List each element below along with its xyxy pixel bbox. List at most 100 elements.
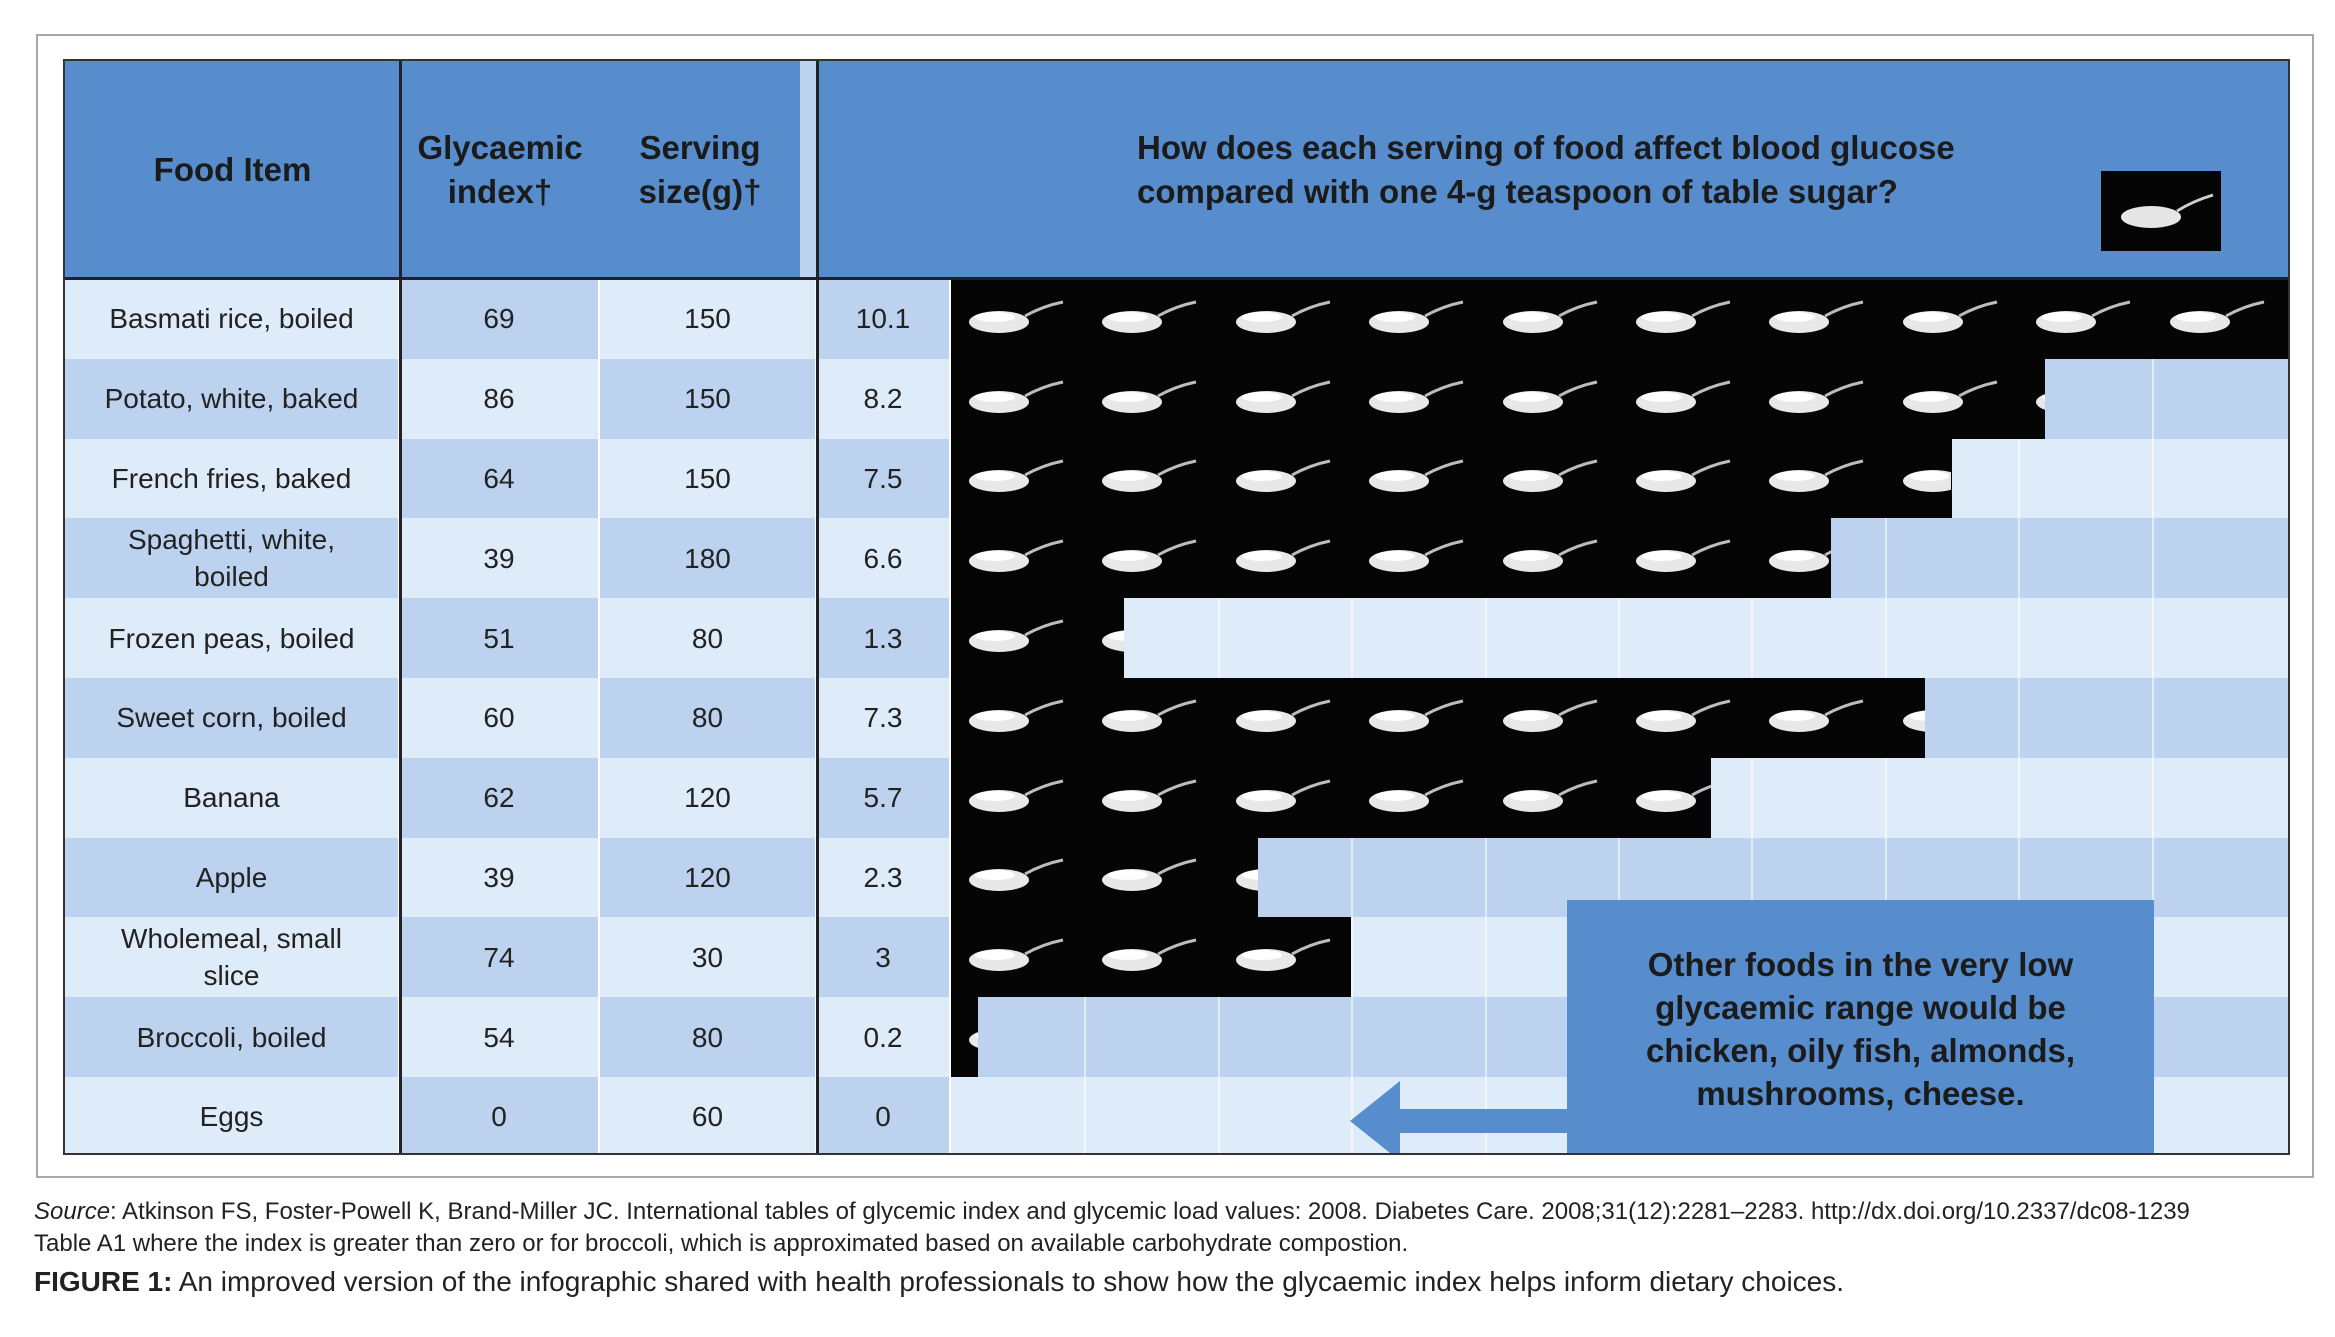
teaspoon-of-sugar-icon <box>1636 300 1731 333</box>
teaspoon-of-sugar-icon <box>1235 869 1258 892</box>
grid-line <box>2018 757 2021 838</box>
teaspoon-of-sugar-icon <box>969 938 1064 972</box>
serving-size-cell: 150 <box>600 358 817 439</box>
cell-text: 180 <box>684 542 731 574</box>
cell-text: 120 <box>684 861 731 893</box>
arrow-left-icon <box>1350 1081 1580 1153</box>
grid-line <box>1217 997 1220 1077</box>
grid-line <box>1217 598 1220 678</box>
teaspoon-of-sugar-icon <box>1102 859 1197 892</box>
note-box: Other foods in the very low glycaemic ra… <box>1567 900 2154 1153</box>
cell-text: 30 <box>691 941 724 973</box>
grid-line <box>2018 438 2021 519</box>
food-item-cell: Spaghetti, white, boiled <box>65 518 400 599</box>
cell-text: 120 <box>684 782 731 814</box>
serving-size-cell: 80 <box>600 997 817 1077</box>
teaspoon-of-sugar-icon <box>1502 460 1597 493</box>
divider-food <box>399 61 402 1153</box>
bar-track <box>951 598 2288 678</box>
cell-text: Frozen peas, boiled <box>108 622 355 654</box>
cell-text: 10.1 <box>855 303 911 335</box>
cell-text: 150 <box>684 383 731 415</box>
grid-line <box>1484 598 1487 678</box>
food-item-cell: Eggs <box>65 1077 400 1153</box>
teaspoon-of-sugar-icon <box>1902 470 1952 493</box>
cell-text: Potato, white, baked <box>104 383 359 415</box>
teaspoon-of-sugar-icon <box>1902 380 1998 413</box>
serving-size-cell: 150 <box>600 438 817 519</box>
teaspoons-value-cell: 5.7 <box>817 757 951 838</box>
glycaemic-infographic: Food Item Glycaemic index† Serving size(… <box>63 59 2290 1155</box>
glycaemic-index-cell: 64 <box>400 438 600 519</box>
serving-size-cell: 180 <box>600 518 817 599</box>
serving-size-cell: 150 <box>600 279 817 359</box>
teaspoon-of-sugar-icon <box>1102 699 1197 732</box>
grid-line <box>1751 598 1754 678</box>
teaspoon-of-sugar-icon <box>1769 460 1864 493</box>
teaspoon-of-sugar-icon <box>1636 460 1731 493</box>
grid-line <box>1351 917 1354 998</box>
table-row: French fries, baked 64 150 7.5 <box>65 438 2288 519</box>
cell-text: 60 <box>483 702 515 734</box>
cell-text: 6.6 <box>863 542 903 574</box>
teaspoons-value-cell: 0.2 <box>817 997 951 1077</box>
grid-line <box>1884 518 1887 599</box>
teaspoon-of-sugar-icon <box>969 539 1064 573</box>
grid-line <box>1351 598 1354 678</box>
cell-text: 150 <box>684 462 731 494</box>
table-row: Potato, white, baked 86 150 8.2 <box>65 358 2288 439</box>
cell-text: 39 <box>483 861 515 893</box>
table-row: Sweet corn, boiled 60 80 7.3 <box>65 678 2288 758</box>
grid-line <box>1217 1077 1220 1153</box>
grid-line <box>2151 438 2154 519</box>
cell-text: 150 <box>684 303 731 335</box>
serving-size-cell: 120 <box>600 757 817 838</box>
table-row: Banana 62 120 5.7 <box>65 757 2288 838</box>
sugar-bar <box>951 757 1712 838</box>
teaspoon-of-sugar-icon <box>2036 300 2131 333</box>
teaspoons-value-cell: 8.2 <box>817 358 951 439</box>
cell-text: 60 <box>691 1101 724 1133</box>
teaspoon-of-sugar-icon <box>1235 380 1331 413</box>
teaspoon-of-sugar-icon <box>1636 380 1731 413</box>
header-glycaemic-index: Glycaemic index† <box>400 61 600 279</box>
teaspoon-of-sugar-icon <box>1235 539 1331 573</box>
teaspoon-of-sugar-icon <box>1102 779 1197 812</box>
grid-line <box>2018 837 2021 918</box>
serving-size-cell: 80 <box>600 678 817 758</box>
teaspoon-of-sugar-icon <box>1102 460 1197 493</box>
grid-line <box>1751 757 1754 838</box>
teaspoon-of-sugar-icon <box>1502 539 1597 573</box>
teaspoon-of-sugar-icon <box>2121 193 2214 228</box>
food-item-cell: Basmati rice, boiled <box>65 279 400 359</box>
cell-text: 62 <box>483 782 515 814</box>
grid-line <box>2151 598 2154 678</box>
teaspoon-of-sugar-icon <box>1502 300 1597 333</box>
food-item-cell: French fries, baked <box>65 438 400 519</box>
teaspoon-of-sugar-icon <box>1369 380 1464 413</box>
teaspoon-of-sugar-icon <box>2169 300 2264 333</box>
teaspoon-of-sugar-icon <box>1235 938 1331 972</box>
cell-text: 3 <box>875 941 891 973</box>
grid-line <box>2151 757 2154 838</box>
grid-line <box>2151 518 2154 599</box>
figure-caption: FIGURE 1: An improved version of the inf… <box>34 1266 1845 1297</box>
glycaemic-index-cell: 39 <box>400 837 600 918</box>
food-item-cell: Wholemeal, small slice <box>65 917 400 998</box>
grid-line <box>2018 678 2021 758</box>
teaspoon-of-sugar-icon <box>2036 393 2045 410</box>
teaspoons-value-cell: 7.3 <box>817 678 951 758</box>
teaspoons-value-cell: 3 <box>817 917 951 998</box>
cell-text: Eggs <box>199 1101 264 1133</box>
teaspoons-value-cell: 7.5 <box>817 438 951 519</box>
teaspoons-value-cell: 0 <box>817 1077 951 1153</box>
food-item-cell: Broccoli, boiled <box>65 997 400 1077</box>
cell-text: 80 <box>691 1021 724 1053</box>
teaspoon-of-sugar-icon <box>1769 300 1864 333</box>
cell-text: Sweet corn, boiled <box>116 702 347 734</box>
glycaemic-index-cell: 74 <box>400 917 600 998</box>
teaspoon-of-sugar-icon <box>969 380 1064 413</box>
teaspoons-value-cell: 1.3 <box>817 598 951 678</box>
glycaemic-index-cell: 60 <box>400 678 600 758</box>
glycaemic-index-cell: 62 <box>400 757 600 838</box>
